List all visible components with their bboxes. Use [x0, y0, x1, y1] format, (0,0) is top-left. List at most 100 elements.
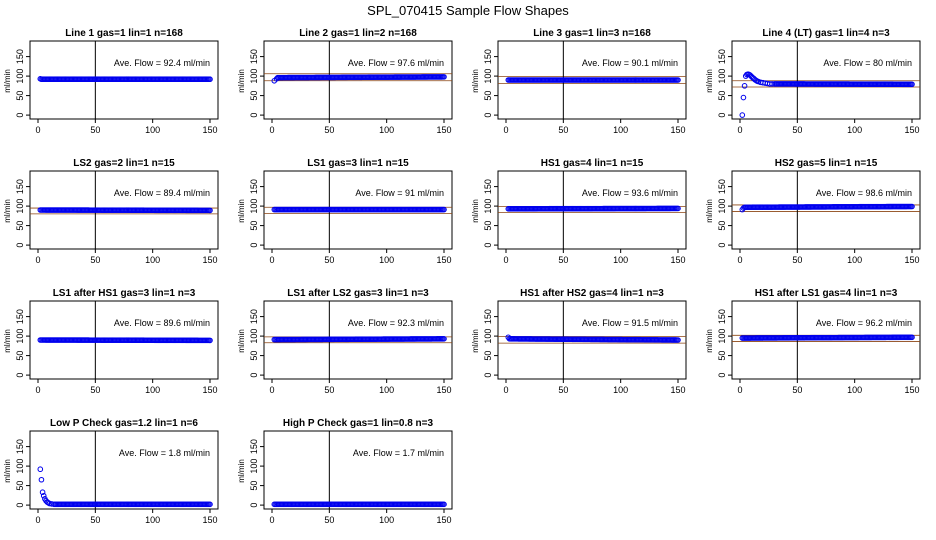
y-tick-label: 0 [483, 373, 493, 378]
y-axis: 0 50 100 150 [249, 309, 264, 378]
x-axis: 0 50 100 150 [35, 119, 218, 135]
chart-panel: HS1 after HS2 gas=4 lin=1 n=3 0 50 100 150 0 5… [471, 288, 687, 395]
x-tick-label: 150 [670, 385, 685, 395]
y-tick-label: 0 [717, 373, 727, 378]
x-tick-label: 0 [35, 125, 40, 135]
data-series [37, 337, 213, 344]
data-point [909, 203, 915, 210]
x-axis: 0 50 100 150 [35, 379, 218, 395]
x-tick-label: 0 [269, 515, 274, 525]
y-tick-label: 0 [15, 373, 25, 378]
x-tick-label: 50 [324, 255, 334, 265]
y-axis-label: ml/min [237, 199, 246, 223]
y-tick-label: 50 [15, 481, 25, 491]
y-tick-label: 150 [15, 439, 25, 454]
y-tick-label: 50 [717, 91, 727, 101]
data-point [739, 112, 746, 118]
y-tick-label: 50 [15, 91, 25, 101]
data-point [740, 205, 747, 211]
plot-frame [263, 300, 453, 380]
panels-grid: Line 1 gas=1 lin=1 n=168 0 50 100 150 0 50 100 1… [3, 28, 921, 525]
x-tick-label: 150 [436, 255, 451, 265]
data-series [271, 336, 447, 343]
average-flow-annotation: Ave. Flow = 92.3 ml/min [348, 318, 444, 328]
y-axis-label: ml/min [471, 199, 480, 223]
y-tick-label: 150 [717, 309, 727, 324]
x-tick-label: 0 [269, 125, 274, 135]
data-series [739, 203, 915, 213]
x-tick-label: 50 [792, 255, 802, 265]
data-point [909, 334, 915, 341]
data-point [441, 206, 447, 213]
y-tick-label: 150 [483, 179, 493, 194]
y-tick-label: 150 [249, 179, 259, 194]
y-tick-label: 150 [249, 439, 259, 454]
plot-frame [263, 170, 453, 250]
x-tick-label: 100 [379, 125, 394, 135]
y-tick-label: 50 [249, 221, 259, 231]
average-flow-annotation: Ave. Flow = 1.8 ml/min [119, 448, 210, 458]
y-tick-label: 100 [249, 69, 259, 84]
data-point [441, 74, 447, 80]
data-series [271, 206, 447, 213]
panel-title: LS1 after HS1 gas=3 lin=1 n=3 [53, 288, 196, 299]
x-tick-label: 150 [904, 255, 919, 265]
x-tick-label: 150 [436, 125, 451, 135]
x-axis: 0 50 100 150 [269, 379, 452, 395]
average-flow-annotation: Ave. Flow = 1.7 ml/min [353, 448, 444, 458]
x-tick-label: 50 [792, 125, 802, 135]
y-tick-label: 100 [15, 69, 25, 84]
y-tick-label: 0 [15, 243, 25, 248]
average-flow-annotation: Ave. Flow = 89.4 ml/min [114, 188, 210, 198]
y-tick-label: 0 [483, 113, 493, 118]
x-tick-label: 0 [35, 515, 40, 525]
y-tick-label: 100 [249, 329, 259, 344]
y-tick-label: 50 [249, 351, 259, 361]
x-tick-label: 150 [202, 385, 217, 395]
x-tick-label: 150 [202, 515, 217, 525]
average-flow-annotation: Ave. Flow = 92.4 ml/min [114, 58, 210, 68]
data-point [37, 76, 44, 82]
plot-frame [497, 170, 687, 250]
y-tick-label: 100 [249, 459, 259, 474]
data-point [207, 76, 213, 83]
x-tick-label: 0 [737, 125, 742, 135]
x-tick-label: 150 [904, 385, 919, 395]
panel-title: Line 2 gas=1 lin=2 n=168 [299, 28, 417, 39]
average-flow-annotation: Ave. Flow = 91.5 ml/min [582, 318, 678, 328]
data-series [505, 334, 681, 343]
x-axis: 0 50 100 150 [737, 119, 920, 135]
plot-frame [29, 300, 219, 380]
x-tick-label: 100 [847, 385, 862, 395]
y-tick-label: 100 [249, 199, 259, 214]
plot-frame [263, 430, 453, 510]
y-axis-label: ml/min [237, 329, 246, 353]
panel-title: HS1 gas=4 lin=1 n=15 [541, 158, 644, 169]
y-axis-label: ml/min [3, 459, 12, 483]
data-point [207, 207, 213, 214]
y-axis: 0 50 100 150 [15, 179, 30, 248]
y-tick-label: 0 [15, 113, 25, 118]
x-tick-label: 150 [670, 125, 685, 135]
data-series [505, 77, 681, 83]
x-axis: 0 50 100 150 [737, 249, 920, 265]
y-tick-label: 50 [717, 221, 727, 231]
y-axis-label: ml/min [471, 329, 480, 353]
y-axis: 0 50 100 150 [483, 309, 498, 378]
data-point [207, 337, 213, 344]
data-series [505, 205, 681, 212]
panel-title: HS1 after HS2 gas=4 lin=1 n=3 [520, 288, 664, 299]
panel-title: Line 4 (LT) gas=1 lin=4 n=3 [762, 28, 890, 39]
y-tick-label: 0 [249, 373, 259, 378]
y-tick-label: 100 [717, 199, 727, 214]
chart-panel: LS1 after HS1 gas=3 lin=1 n=3 0 50 100 150 0 5… [3, 288, 219, 395]
x-tick-label: 150 [436, 515, 451, 525]
x-tick-label: 50 [90, 515, 100, 525]
y-axis: 0 50 100 150 [15, 309, 30, 378]
panel-title: HS1 after LS1 gas=4 lin=1 n=3 [755, 288, 898, 299]
data-point [39, 489, 46, 496]
plot-frame [497, 40, 687, 120]
average-flow-annotation: Ave. Flow = 89.6 ml/min [114, 318, 210, 328]
y-tick-label: 0 [717, 243, 727, 248]
chart-panel: High P Check gas=1 lin=0.8 n=30 50 100 1500… [237, 418, 453, 525]
